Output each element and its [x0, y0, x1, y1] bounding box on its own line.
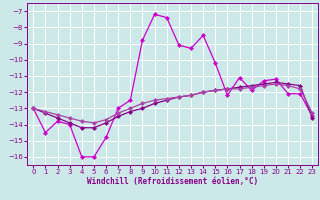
X-axis label: Windchill (Refroidissement éolien,°C): Windchill (Refroidissement éolien,°C) — [87, 177, 258, 186]
